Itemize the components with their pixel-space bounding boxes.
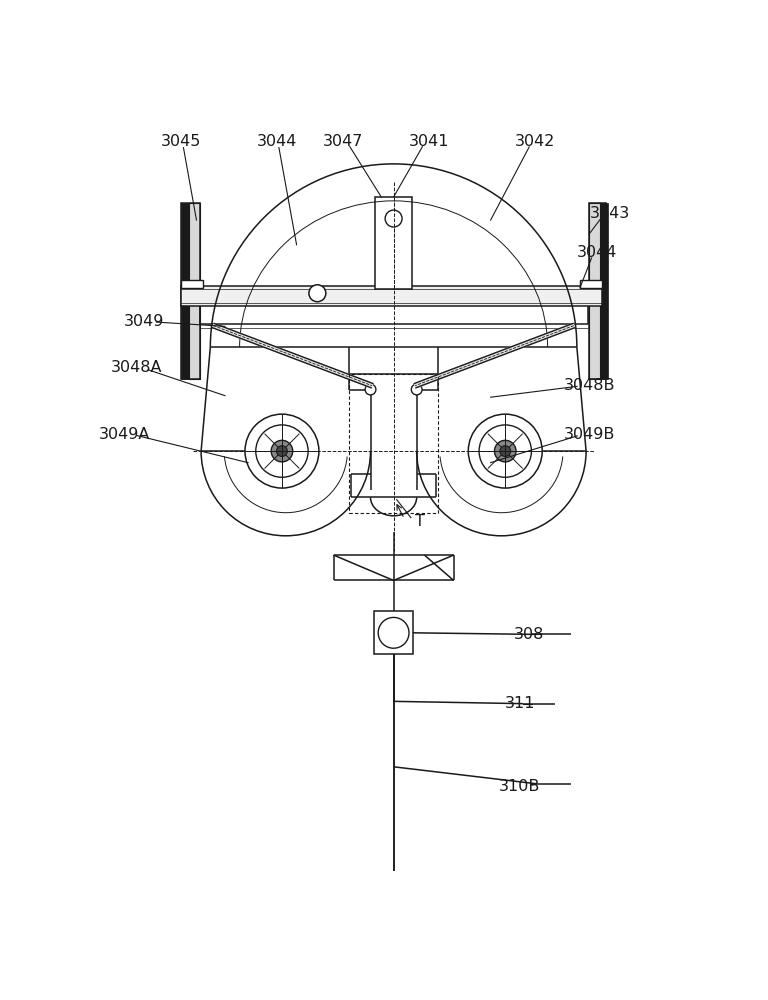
Text: 3041: 3041 (409, 134, 449, 149)
Bar (580, 280, 601, 288)
Text: 308: 308 (514, 627, 545, 642)
Polygon shape (213, 323, 372, 388)
Text: 3042: 3042 (515, 134, 555, 149)
Bar (181, 280, 203, 288)
Text: 3049A: 3049A (99, 427, 151, 442)
Bar (589, 203, 606, 379)
Circle shape (271, 440, 293, 462)
Circle shape (479, 425, 531, 477)
Bar (181, 203, 189, 379)
Bar (374, 611, 413, 654)
Bar (589, 203, 600, 379)
Text: 3043: 3043 (590, 206, 630, 221)
Circle shape (385, 210, 402, 227)
Circle shape (276, 446, 287, 456)
Polygon shape (415, 323, 574, 388)
Text: 3049: 3049 (124, 314, 164, 329)
Text: 3044: 3044 (257, 134, 296, 149)
Bar (181, 286, 601, 306)
Text: 3047: 3047 (323, 134, 363, 149)
Bar (181, 203, 200, 379)
Text: 311: 311 (505, 696, 535, 711)
Text: 3045: 3045 (161, 134, 201, 149)
Bar (375, 197, 412, 289)
Circle shape (365, 384, 376, 395)
Bar (349, 374, 439, 513)
Bar (600, 203, 607, 379)
Text: 3049B: 3049B (564, 427, 615, 442)
Text: T: T (415, 514, 425, 529)
Circle shape (495, 440, 516, 462)
Text: 3048A: 3048A (111, 360, 162, 375)
Text: 3048B: 3048B (564, 378, 615, 393)
Circle shape (412, 384, 422, 395)
Circle shape (245, 414, 319, 488)
Bar (189, 203, 200, 379)
Circle shape (468, 414, 542, 488)
Circle shape (500, 446, 511, 456)
Circle shape (309, 285, 326, 302)
Circle shape (378, 617, 409, 648)
Text: 310B: 310B (499, 779, 541, 794)
Circle shape (256, 425, 308, 477)
Text: 3044: 3044 (577, 245, 617, 260)
